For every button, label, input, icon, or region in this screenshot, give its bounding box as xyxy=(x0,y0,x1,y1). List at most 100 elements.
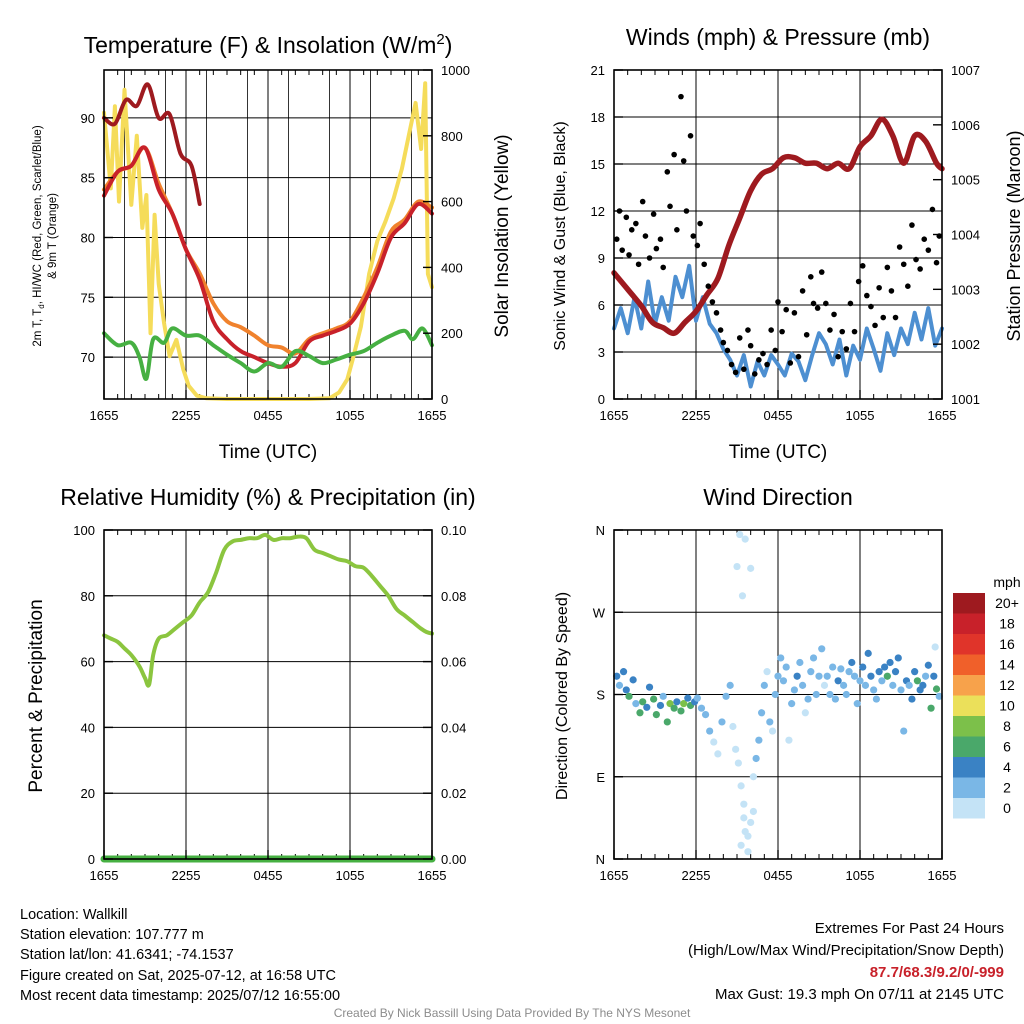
direction-point xyxy=(763,668,771,676)
series-line xyxy=(102,82,202,206)
direction-point xyxy=(820,681,829,689)
gust-point xyxy=(760,350,766,357)
gust-point xyxy=(900,261,907,268)
direction-point xyxy=(870,686,878,694)
direction-point xyxy=(744,848,752,856)
x-tick-label: 1655 xyxy=(418,868,447,883)
direction-point xyxy=(701,711,710,719)
gust-point xyxy=(884,264,891,271)
gust-point xyxy=(791,310,798,316)
direction-point xyxy=(652,711,660,719)
wind-series xyxy=(611,93,945,389)
wind-chart: 1655 2255 0455 1055 165503691215182110011002… xyxy=(591,63,980,423)
gust-point xyxy=(728,361,735,368)
y2-tick-label: 200 xyxy=(441,326,463,341)
direction-point xyxy=(927,704,935,712)
direction-point xyxy=(867,672,875,680)
y-tick-label: W xyxy=(593,605,606,620)
direction-point xyxy=(872,695,881,703)
gust-point xyxy=(747,342,754,349)
gust-point xyxy=(653,245,660,252)
station-info: Location: Wallkill Station elevation: 10… xyxy=(20,905,340,1006)
y2-tick-label: 1002 xyxy=(951,337,980,352)
gust-point xyxy=(909,222,915,228)
gust-point xyxy=(779,328,785,335)
gust-point xyxy=(872,322,878,329)
wind-y-axis-label: Sonic Wind & Gust (Blue, Black) xyxy=(552,121,569,350)
gust-point xyxy=(628,227,635,233)
gust-point xyxy=(683,208,690,214)
y-tick-label: 21 xyxy=(591,63,605,78)
legend-label: 20+ xyxy=(995,595,1019,611)
temp-chart: 1655 2255 0455 1055 1655 70 75 80 85 90 0 200 400 600… xyxy=(81,63,470,423)
x-tick-label: 1655 xyxy=(418,408,447,423)
recent-data-text: Most recent data timestamp: 2025/07/12 1… xyxy=(20,987,341,1004)
x-tick-label: 2255 xyxy=(682,408,711,423)
direction-point xyxy=(793,672,801,680)
legend-swatch xyxy=(953,757,985,778)
direction-point xyxy=(812,690,820,699)
direction-point xyxy=(774,672,782,680)
gust-point xyxy=(876,284,882,291)
gust-point xyxy=(810,300,817,307)
direction-point xyxy=(790,686,799,694)
legend-swatch xyxy=(953,736,985,757)
gust-point xyxy=(713,310,720,316)
y-tick-label: N xyxy=(596,852,605,867)
direction-point xyxy=(736,530,744,539)
direction-point xyxy=(729,722,737,731)
direction-point xyxy=(656,701,665,710)
gust-point xyxy=(843,346,850,352)
y2-tick-label: 1007 xyxy=(951,63,980,78)
legend-label: 18 xyxy=(999,616,1015,632)
y-tick-label: 75 xyxy=(81,290,95,305)
direction-point xyxy=(677,707,685,715)
legend-swatch xyxy=(953,695,985,716)
gust-point xyxy=(745,327,751,333)
rh-chart: 1655 2255 0455 1055 16550204060801000.000.02… xyxy=(73,523,466,883)
series-line xyxy=(102,326,434,381)
x-tick-label: 2255 xyxy=(172,408,201,423)
temp-chart-title: Temperature (F) & Insolation (W/m2) xyxy=(84,31,453,58)
gust-point xyxy=(783,306,789,313)
gust-point xyxy=(619,247,625,253)
direction-point xyxy=(853,700,861,708)
direction-point xyxy=(875,668,883,676)
x-tick-label: 1655 xyxy=(600,408,629,423)
direction-point xyxy=(636,709,644,717)
direction-point xyxy=(891,668,900,676)
direction-point xyxy=(710,738,718,746)
legend-swatch xyxy=(953,593,985,614)
gust-point xyxy=(814,305,821,311)
dir-y-axis-label: Direction (Colored By Speed) xyxy=(554,592,571,800)
gust-point xyxy=(803,331,810,338)
series-line xyxy=(612,263,944,389)
direction-point xyxy=(706,727,714,735)
elevation-text: Station elevation: 107.777 m xyxy=(20,927,204,944)
x-tick-label: 2255 xyxy=(172,868,201,883)
direction-point xyxy=(883,672,891,680)
direction-point xyxy=(848,658,856,667)
direction-point xyxy=(837,665,845,673)
direction-point xyxy=(632,700,640,708)
gust-point xyxy=(851,328,858,335)
wind-chart-title: Winds (mph) & Pressure (mb) xyxy=(626,24,930,50)
gust-point xyxy=(642,233,649,239)
gust-point xyxy=(657,236,664,242)
x-tick-label: 0455 xyxy=(764,868,793,883)
x-tick-label: 1055 xyxy=(846,868,875,883)
gust-point xyxy=(660,264,666,271)
y-tick-label: 0 xyxy=(598,392,605,407)
temp-y-axis-label-line1: 2m T, Td, HI/WC (Red, Green, Scarlet/Blu… xyxy=(32,125,46,346)
y2-tick-label: 1006 xyxy=(951,118,980,133)
y-tick-label: E xyxy=(596,770,605,785)
extremes-box: Extremes For Past 24 Hours (High/Low/Max… xyxy=(688,918,1004,1006)
gust-point xyxy=(835,353,841,360)
y2-tick-label: 0.04 xyxy=(441,720,466,735)
direction-point xyxy=(752,754,760,763)
legend-swatch xyxy=(953,654,985,675)
direction-point xyxy=(908,695,916,703)
gust-point xyxy=(736,335,743,341)
direction-point xyxy=(889,681,897,689)
direction-point xyxy=(734,759,742,767)
